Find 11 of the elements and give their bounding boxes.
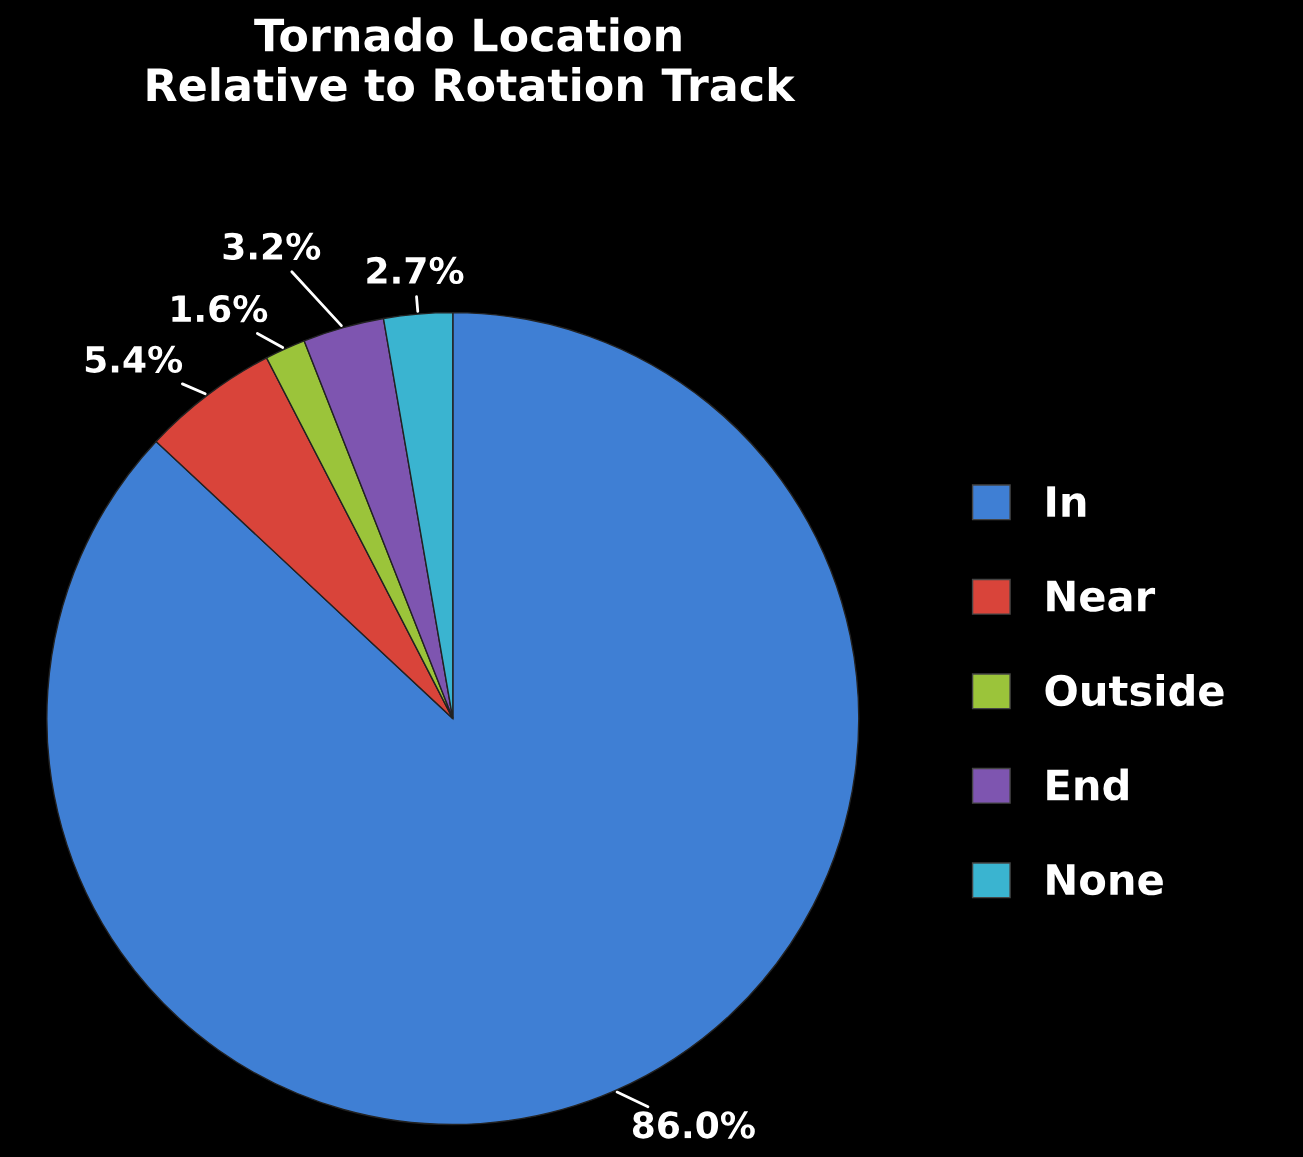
data-label: 86.0% — [632, 1111, 755, 1139]
legend-label: Near — [1047, 580, 1156, 612]
data-label: 1.6% — [172, 295, 268, 323]
legend-label: In — [1047, 486, 1086, 517]
data-label: 5.4% — [85, 345, 183, 373]
legend-label: End — [1047, 768, 1128, 801]
legend-label: Outside — [1045, 674, 1224, 707]
data-label: 3.2% — [223, 232, 321, 260]
data-label: 2.7% — [367, 256, 464, 285]
legend-label: None — [1047, 864, 1163, 896]
chart-title: Tornado Location Relative to Rotation Track — [147, 17, 796, 102]
